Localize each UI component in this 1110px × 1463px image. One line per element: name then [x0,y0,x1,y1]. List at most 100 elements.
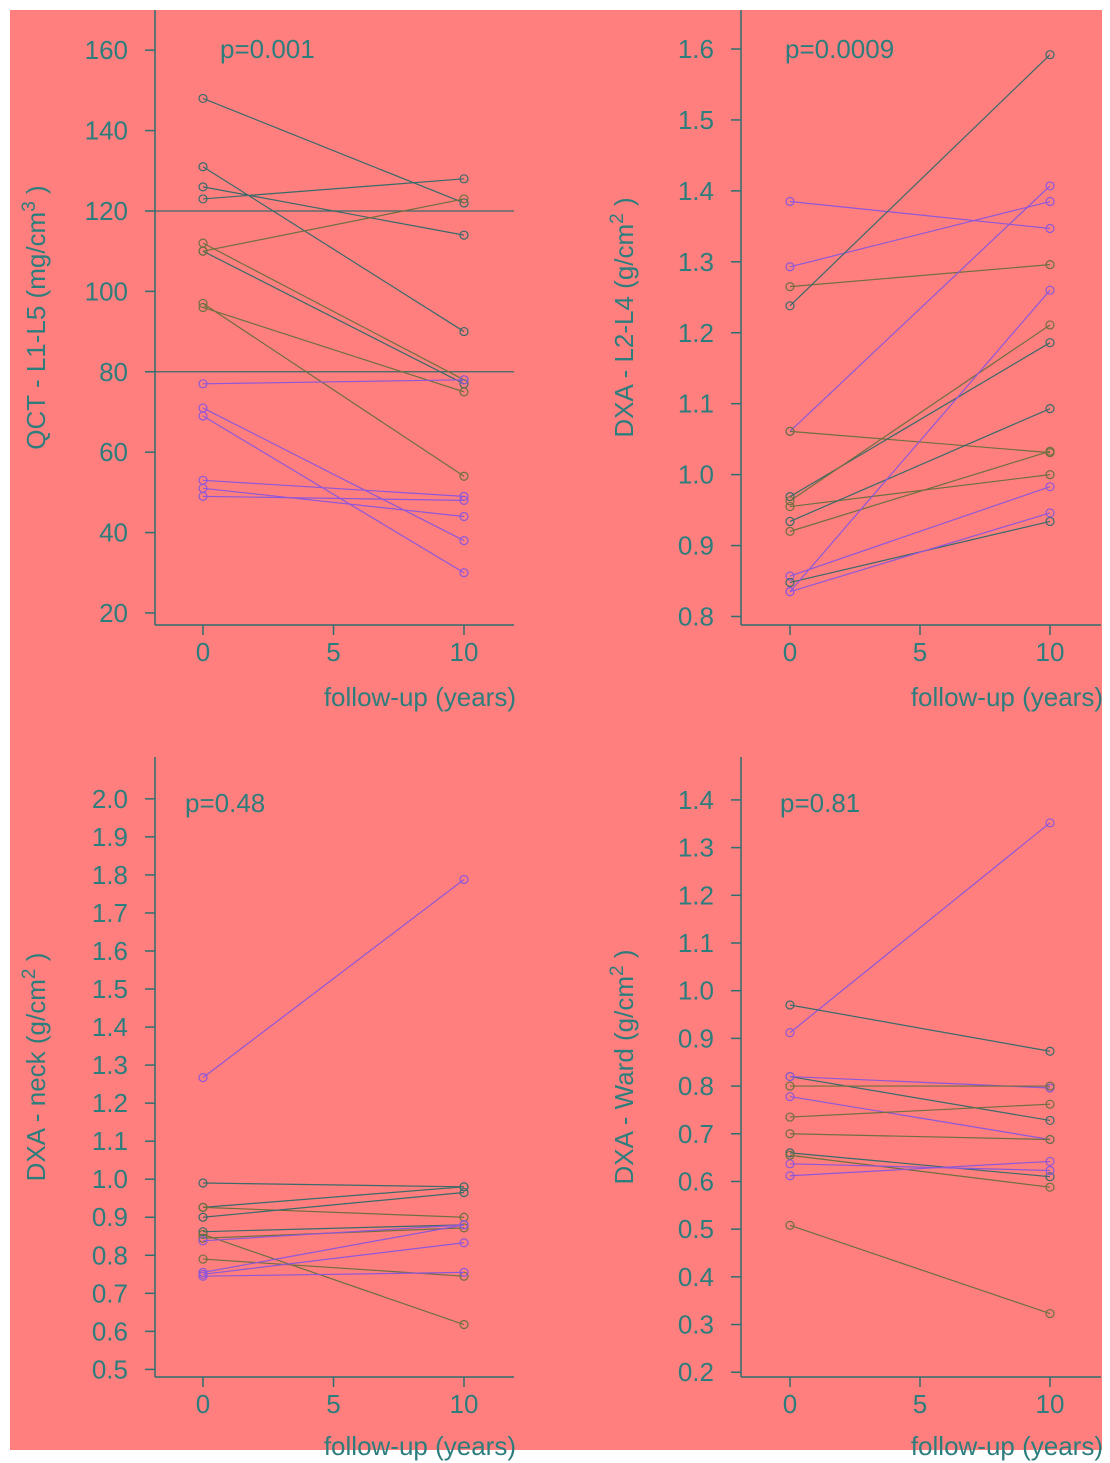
data-point-baseline [785,301,795,311]
series-line [202,1224,465,1233]
data-point-followup [1045,338,1055,348]
data-point-baseline [785,1148,795,1158]
series-line-group [785,1129,1055,1145]
data-point-followup [459,1238,469,1248]
data-point-baseline [785,1171,795,1181]
x-tick-label: 10 [450,637,479,667]
data-point-baseline [785,1000,795,1010]
y-tick-label: 20 [99,598,128,628]
chart-panel-top-right: 0.8 0.9 1.0 1.1 1.2 1.3 1.4 1.5 1.6 0 5 10 follow-up… [607,10,1103,712]
series-line [789,408,1051,522]
series-line-group [198,375,469,389]
series-line [202,1233,465,1326]
y-tick-label: 1.5 [92,974,128,1004]
series-line-group [785,470,1055,512]
data-point-followup [459,174,469,184]
series-line-group [785,446,1055,536]
data-point-baseline [785,1071,795,1082]
y-tick-label: 0.3 [678,1310,714,1340]
data-point-followup [1045,260,1055,270]
x-axis-label: follow-up (years) [324,1431,516,1461]
series-line-group [198,874,469,1083]
x-tick-label: 5 [326,637,340,667]
series-line-group [198,194,469,256]
data-point-followup [1045,50,1055,60]
y-tick-label: 1.4 [678,176,714,206]
data-point-baseline [785,501,795,512]
series-line-group [198,174,469,204]
y-tick-label: 1.3 [678,247,714,277]
series-line [789,1075,1051,1122]
data-point-baseline [198,1073,208,1083]
y-tick-label: 0.8 [678,1071,714,1101]
series-line [202,479,465,497]
series-line [789,430,1051,454]
data-point-baseline [198,194,208,204]
series-line [202,166,465,333]
series-line [202,379,465,385]
series-line [789,264,1051,288]
data-point-followup [1045,320,1055,330]
y-tick-label: 0.9 [92,1202,128,1232]
series-line [789,1154,1051,1188]
y-tick-label: 140 [85,116,128,146]
y-axis-label: DXA - neck (g/cm2 ) [19,953,51,1182]
x-tick-label: 0 [196,637,210,667]
y-tick-label: 0.9 [678,531,714,561]
y-tick-label: 1.0 [92,1164,128,1194]
p-value-annotation: p=0.48 [185,788,265,818]
data-point-baseline [198,182,208,192]
data-point-baseline [198,1236,208,1246]
series-line-group [785,404,1055,527]
y-tick-label: 1.6 [678,34,714,64]
data-point-baseline [198,411,208,421]
data-point-followup [459,874,469,885]
series-line [202,1224,465,1242]
data-point-followup [1045,1308,1055,1319]
data-point-followup [459,230,469,240]
data-point-followup [1045,482,1055,492]
x-tick-label: 0 [783,1389,797,1419]
series-line [202,186,465,236]
series-line-group [785,285,1055,597]
y-tick-label: 1.4 [678,785,714,815]
data-point-baseline [785,496,795,506]
data-point-baseline [785,516,795,527]
y-tick-label: 1.8 [92,860,128,890]
y-tick-label: 60 [99,437,128,467]
y-tick-label: 160 [85,35,128,65]
series-line [789,289,1051,593]
y-tick-label: 1.1 [92,1126,128,1156]
series-line [789,1224,1051,1315]
data-point-baseline [198,1212,208,1222]
y-tick-label: 1.3 [92,1050,128,1080]
chart-panel-bottom-right: 0.2 0.3 0.4 0.5 0.6 0.7 0.8 0.9 1.0 1.1 1.2 1.3 1.4 0… [607,757,1103,1461]
series-line [789,185,1051,432]
data-point-baseline [198,1233,208,1243]
data-point-followup [1045,818,1055,828]
series-line-group [785,1099,1055,1122]
series-line [202,302,465,477]
data-point-followup [1045,1099,1055,1109]
series-line-group [198,182,469,240]
data-point-followup [1045,181,1055,191]
y-tick-label: 1.0 [678,460,714,490]
data-point-baseline [198,302,208,313]
data-point-baseline [785,526,795,536]
series-line [202,495,465,501]
data-point-followup [459,1220,469,1230]
data-point-baseline [785,1028,795,1038]
data-point-followup [1045,1172,1055,1182]
data-point-followup [459,495,469,505]
series-line [202,1182,465,1188]
series-line-group [785,818,1055,1038]
data-point-baseline [785,1081,795,1091]
chart-panel-bottom-left: 0.5 0.6 0.7 0.8 0.9 1.0 1.1 1.2 1.3 1.4 1.5 1.6 1.7 1… [19,757,516,1461]
series-line-group [785,50,1055,311]
series-line [202,178,465,200]
data-point-followup [459,535,469,546]
series-line [202,1271,465,1277]
data-point-followup [1045,508,1055,518]
data-point-followup [1045,470,1055,480]
series-line-group [785,482,1055,581]
